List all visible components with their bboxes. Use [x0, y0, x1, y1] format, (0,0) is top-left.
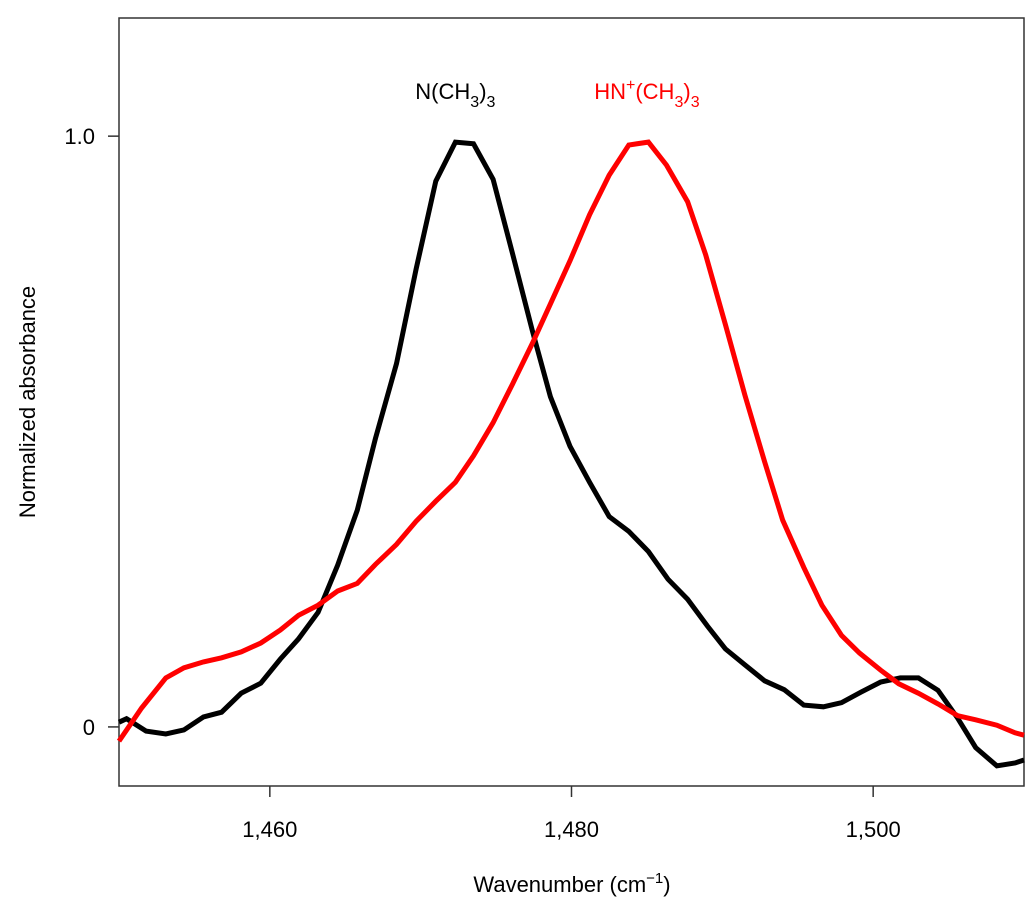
y-tick-label: 1.0 [64, 124, 95, 149]
x-tick-label: 1,480 [544, 817, 599, 842]
plot-frame [118, 17, 1025, 787]
series-annotations: N(CH3)3 HN+(CH3)3 [415, 77, 699, 111]
series-lines [116, 139, 1025, 769]
x-tick-label: 1,460 [242, 817, 297, 842]
x-axis: 1,460 1,480 1,500 [242, 786, 901, 842]
x-axis-title: Wavenumber (cm−1) [473, 870, 670, 897]
series-line-1 [116, 139, 1025, 743]
y-axis-title: Normalized absorbance [15, 286, 40, 518]
series-line-0 [117, 139, 1025, 769]
y-tick-label: 0 [83, 715, 95, 740]
series-label-1: HN+(CH3)3 [594, 77, 699, 111]
y-axis: 01.0 [64, 124, 119, 740]
series-label-0: N(CH3)3 [415, 79, 495, 111]
x-tick-label: 1,500 [846, 817, 901, 842]
